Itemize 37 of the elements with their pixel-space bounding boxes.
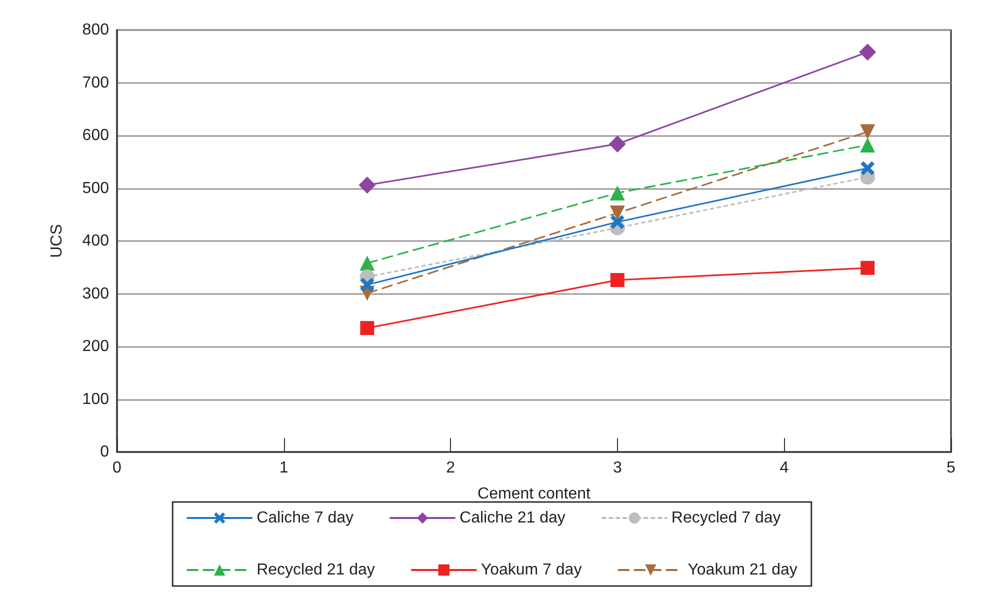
y-tick-label: 500	[82, 180, 110, 197]
x-tick-label: 2	[446, 460, 456, 476]
point	[360, 278, 374, 292]
point	[610, 185, 625, 200]
legend-label: Recycled 7 day	[671, 510, 781, 526]
y-tick-label: 100	[82, 390, 110, 408]
x-axis-title: Cement content	[478, 486, 592, 502]
y-tick-label: 0	[100, 444, 110, 460]
x-tick-label: 3	[612, 460, 622, 476]
x-tick-label: 5	[946, 460, 956, 476]
x-tick-label: 4	[780, 460, 789, 476]
y-tick-label: 800	[82, 22, 110, 38]
y-tick-label: 600	[82, 127, 110, 144]
point	[360, 321, 374, 336]
x-tick-label: 0	[112, 460, 122, 476]
point	[859, 44, 876, 61]
x-tick-label: 1	[279, 460, 288, 476]
point	[610, 273, 624, 288]
point	[360, 256, 375, 271]
point	[860, 161, 875, 176]
point	[860, 260, 875, 275]
point	[860, 137, 876, 152]
legend-label: Yoakum 7 day	[480, 562, 582, 578]
y-tick-label: 300	[82, 285, 110, 302]
legend-label: Yoakum 21 day	[688, 562, 798, 578]
point	[610, 215, 624, 230]
y-tick-label: 700	[82, 74, 110, 92]
y-axis-title: UCS	[48, 224, 66, 258]
point	[610, 206, 625, 221]
y-tick-label: 200	[82, 338, 110, 355]
point	[608, 135, 626, 152]
legend-label: Recycled 21 day	[256, 562, 375, 578]
point	[860, 124, 876, 140]
legend-label: Caliche 21 day	[460, 510, 566, 526]
legend-label: Caliche 7 day	[256, 510, 354, 526]
y-tick-label: 400	[82, 232, 110, 250]
point	[358, 176, 376, 194]
